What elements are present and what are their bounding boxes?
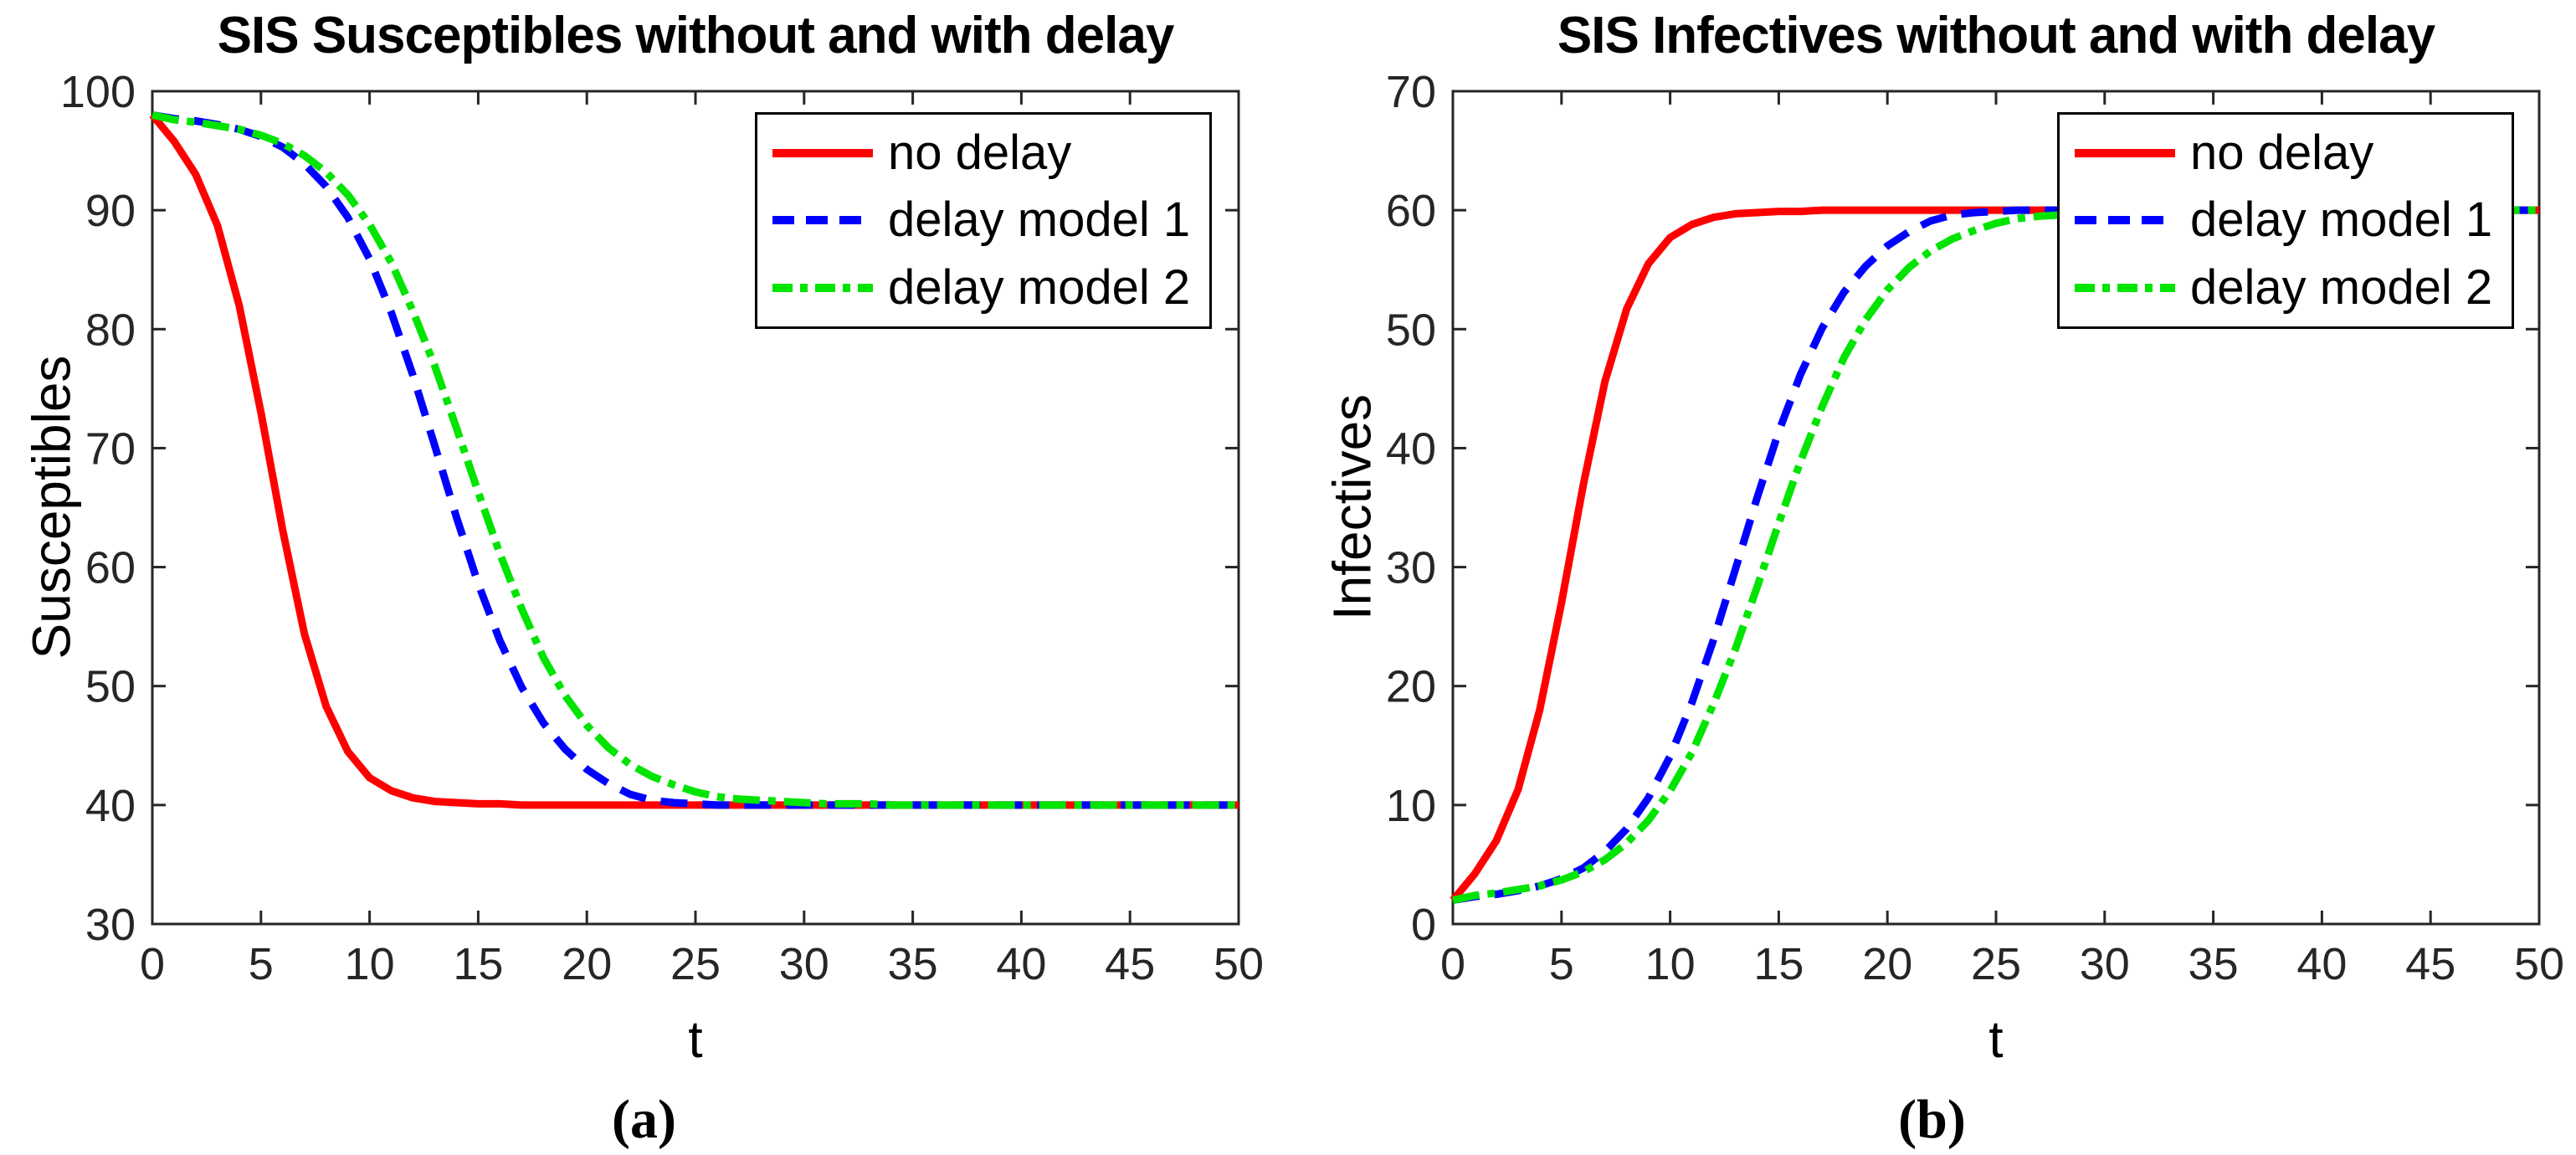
legend-item-label: delay model 2 (888, 259, 1191, 315)
legend-line-sample (772, 283, 873, 292)
y-tick-label: 80 (85, 305, 136, 355)
legend-item: delay model 2 (769, 259, 1209, 315)
x-tick-label: 45 (1105, 939, 1155, 989)
x-tick-label: 50 (1214, 939, 1264, 989)
legend-line-sample (772, 216, 873, 225)
x-tick-label: 40 (996, 939, 1046, 989)
subfigure-a-caption: (a) (612, 1089, 676, 1150)
y-tick-label: 100 (60, 67, 136, 117)
legend-line-sample (772, 149, 873, 158)
x-tick-label: 0 (1440, 939, 1465, 989)
chart-a-y-axis-label: Susceptibles (21, 355, 82, 660)
legend-item: no delay (769, 129, 1209, 177)
series-delay-model-2 (151, 111, 1239, 809)
x-tick-label: 50 (2514, 939, 2564, 989)
legend-line-sample (2075, 283, 2175, 292)
y-tick-label: 30 (1386, 543, 1436, 593)
legend-item-label: no delay (888, 126, 1072, 181)
subfigure-b-caption: (b) (1898, 1089, 1966, 1150)
chart-b-x-axis-label: t (1988, 1011, 2004, 1069)
x-tick-label: 35 (2189, 939, 2239, 989)
y-tick-label: 60 (85, 543, 136, 593)
x-tick-label: 20 (1862, 939, 1912, 989)
x-tick-label: 35 (888, 939, 938, 989)
y-tick-label: 50 (85, 662, 136, 712)
y-tick-label: 50 (1386, 305, 1436, 355)
x-tick-label: 40 (2296, 939, 2347, 989)
legend-line-sample (2075, 149, 2175, 158)
x-tick-label: 30 (2080, 939, 2130, 989)
legend-item-label: delay model 1 (2190, 192, 2493, 248)
x-tick-label: 5 (249, 939, 274, 989)
chart-a-legend: no delay delay model 1 delay model 2 (755, 112, 1212, 329)
x-tick-label: 15 (453, 939, 503, 989)
x-tick-label: 5 (1549, 939, 1574, 989)
legend-item-label: no delay (2190, 126, 2374, 181)
x-tick-label: 10 (1645, 939, 1696, 989)
x-tick-label: 45 (2405, 939, 2455, 989)
axes-box (1451, 90, 2541, 926)
x-tick-label: 10 (345, 939, 395, 989)
x-tick-label: 20 (562, 939, 612, 989)
legend-item: delay model 2 (2071, 259, 2512, 315)
y-tick-label: 70 (85, 424, 136, 474)
x-tick-label: 15 (1753, 939, 1804, 989)
legend-item: delay model 1 (2071, 196, 2512, 244)
chart-b-y-axis-label: Infectives (1321, 393, 1383, 621)
chart-b-legend: no delay delay model 1 delay model 2 (2057, 112, 2514, 329)
y-tick-label: 30 (85, 900, 136, 950)
legend-item-label: delay model 2 (2190, 259, 2493, 315)
y-tick-label: 20 (1386, 662, 1436, 712)
legend-item: no delay (2071, 129, 2512, 177)
y-tick-label: 40 (85, 781, 136, 831)
legend-line-sample (2075, 216, 2175, 225)
x-tick-label: 25 (1971, 939, 2021, 989)
y-tick-label: 40 (1386, 424, 1436, 474)
chart-a-x-axis-label: t (688, 1011, 703, 1069)
x-tick-label: 0 (140, 939, 165, 989)
y-tick-label: 60 (1386, 186, 1436, 236)
axes-box (151, 90, 1240, 926)
x-tick-label: 30 (779, 939, 829, 989)
y-tick-label: 90 (85, 186, 136, 236)
y-tick-label: 0 (1411, 900, 1436, 950)
legend-item-label: delay model 1 (888, 192, 1191, 248)
chart-a-title: SIS Susceptibles without and with delay (217, 7, 1175, 64)
x-tick-label: 25 (670, 939, 721, 989)
chart-b-title: SIS Infectives without and with delay (1557, 7, 2435, 64)
chart-a-axes: 0 5 10 15 20 25 30 35 40 45 50 30 40 50 60 70 80 90 100 (60, 67, 1264, 989)
y-tick-label: 70 (1386, 67, 1436, 117)
legend-item: delay model 1 (769, 196, 1209, 244)
y-tick-label: 10 (1386, 781, 1436, 831)
